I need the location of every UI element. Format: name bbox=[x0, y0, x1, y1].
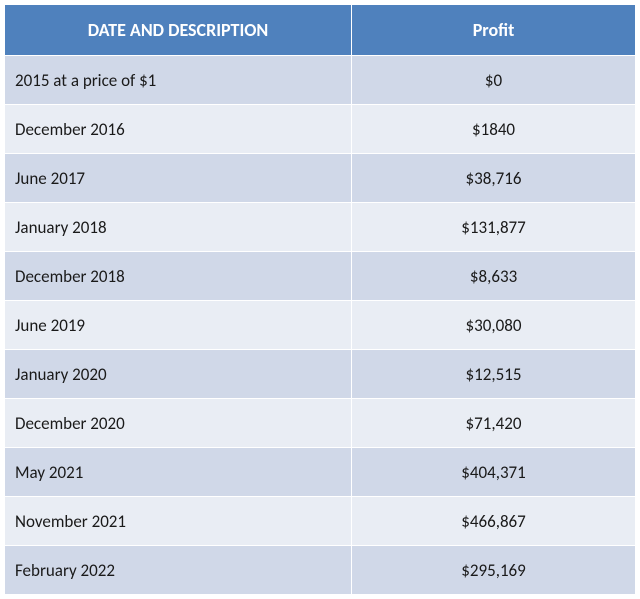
table-row: June 2019$30,080 bbox=[5, 301, 636, 350]
cell-date: 2015 at a price of $1 bbox=[5, 56, 352, 105]
cell-profit: $404,371 bbox=[352, 448, 636, 497]
table-row: December 2018$8,633 bbox=[5, 252, 636, 301]
cell-profit: $38,716 bbox=[352, 154, 636, 203]
table-row: January 2020$12,515 bbox=[5, 350, 636, 399]
table-row: June 2017$38,716 bbox=[5, 154, 636, 203]
table-row: December 2016$1840 bbox=[5, 105, 636, 154]
cell-profit: $131,877 bbox=[352, 203, 636, 252]
table-row: 2015 at a price of $1$0 bbox=[5, 56, 636, 105]
table-row: November 2021$466,867 bbox=[5, 497, 636, 546]
col-header-profit: Profit bbox=[352, 5, 636, 56]
cell-profit: $466,867 bbox=[352, 497, 636, 546]
table-body: 2015 at a price of $1$0 December 2016$18… bbox=[5, 56, 636, 595]
table-row: December 2020$71,420 bbox=[5, 399, 636, 448]
cell-date: June 2017 bbox=[5, 154, 352, 203]
cell-date: December 2018 bbox=[5, 252, 352, 301]
table-row: May 2021$404,371 bbox=[5, 448, 636, 497]
cell-date: June 2019 bbox=[5, 301, 352, 350]
cell-profit: $1840 bbox=[352, 105, 636, 154]
cell-date: February 2022 bbox=[5, 546, 352, 595]
cell-profit: $8,633 bbox=[352, 252, 636, 301]
table-row: February 2022$295,169 bbox=[5, 546, 636, 595]
cell-profit: $12,515 bbox=[352, 350, 636, 399]
cell-profit: $30,080 bbox=[352, 301, 636, 350]
col-header-date: DATE AND DESCRIPTION bbox=[5, 5, 352, 56]
cell-date: December 2020 bbox=[5, 399, 352, 448]
cell-date: January 2018 bbox=[5, 203, 352, 252]
cell-date: November 2021 bbox=[5, 497, 352, 546]
table-row: January 2018$131,877 bbox=[5, 203, 636, 252]
cell-profit: $71,420 bbox=[352, 399, 636, 448]
cell-profit: $0 bbox=[352, 56, 636, 105]
cell-date: May 2021 bbox=[5, 448, 352, 497]
cell-date: December 2016 bbox=[5, 105, 352, 154]
profit-table: DATE AND DESCRIPTION Profit 2015 at a pr… bbox=[4, 4, 636, 595]
cell-profit: $295,169 bbox=[352, 546, 636, 595]
header-row: DATE AND DESCRIPTION Profit bbox=[5, 5, 636, 56]
cell-date: January 2020 bbox=[5, 350, 352, 399]
